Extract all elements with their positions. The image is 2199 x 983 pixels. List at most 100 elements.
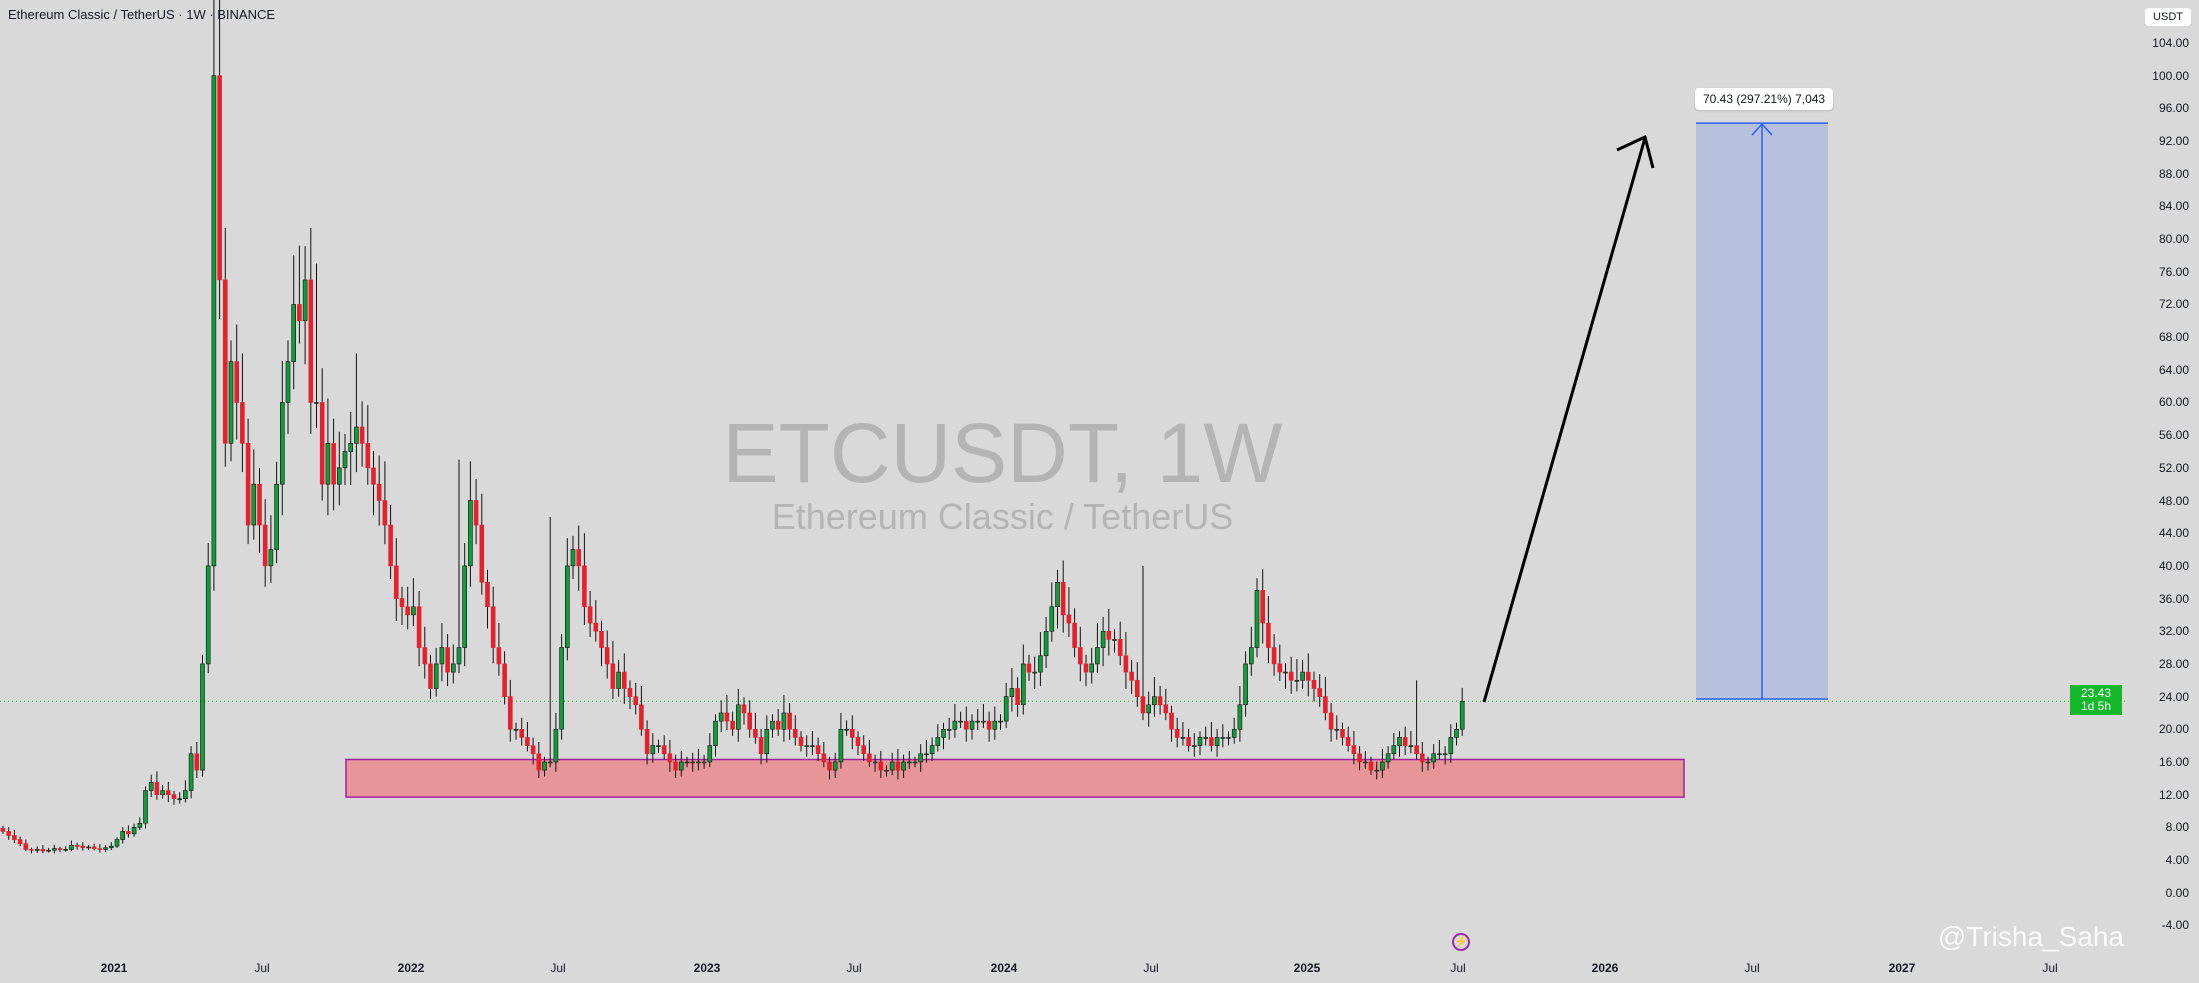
chart-plot-area[interactable]: ETCUSDT, 1W Ethereum Classic / TetherUS bbox=[0, 0, 2125, 950]
candle-down bbox=[1306, 671, 1311, 681]
price-range-measure-label: 70.43 (297.21%) 7,043 bbox=[1695, 88, 1834, 110]
candle-down bbox=[1157, 696, 1163, 706]
candle-up bbox=[1431, 753, 1436, 763]
candle-up bbox=[1391, 745, 1397, 755]
candle-up bbox=[63, 849, 69, 851]
candle-down bbox=[1186, 737, 1191, 746]
symbol-title[interactable]: Ethereum Classic / TetherUS · 1W · BINAN… bbox=[8, 7, 276, 22]
candle-up bbox=[456, 647, 462, 665]
candle-down bbox=[633, 696, 639, 706]
price-axis-label: -4.00 bbox=[2161, 918, 2189, 933]
price-axis-label: 48.00 bbox=[2158, 493, 2189, 508]
candle-up bbox=[439, 647, 445, 665]
time-axis-label: 2026 bbox=[1591, 961, 1619, 975]
candle-up bbox=[1214, 737, 1220, 746]
price-axis-label: 88.00 bbox=[2158, 166, 2189, 181]
candle-up bbox=[570, 549, 576, 567]
candle-up bbox=[1203, 737, 1208, 739]
candle-down bbox=[234, 361, 239, 403]
time-axis-label: 2023 bbox=[693, 961, 721, 975]
price-axis-label: 8.00 bbox=[2165, 820, 2189, 835]
candle-down bbox=[171, 794, 177, 800]
candle-up bbox=[844, 728, 849, 731]
candle-up bbox=[735, 704, 741, 730]
candle-up bbox=[1459, 700, 1465, 730]
candle-up bbox=[969, 720, 975, 730]
candle-up bbox=[433, 663, 439, 689]
time-axis-label: Jul bbox=[2042, 961, 2058, 975]
candle-down bbox=[1123, 655, 1129, 673]
measure-arrow-icon bbox=[1751, 122, 1773, 136]
candle-down bbox=[1271, 647, 1277, 665]
candle-up bbox=[468, 500, 473, 567]
candle-up bbox=[701, 761, 707, 764]
candle-down bbox=[297, 304, 302, 322]
candle-down bbox=[724, 712, 730, 722]
candle-up bbox=[952, 720, 958, 730]
candle-down bbox=[1209, 737, 1214, 746]
candle-up bbox=[1294, 679, 1300, 682]
candle-up bbox=[1437, 753, 1442, 756]
candle-down bbox=[502, 663, 507, 697]
candle-up bbox=[958, 720, 963, 723]
time-axis-label: 2024 bbox=[990, 961, 1018, 975]
candle-down bbox=[1015, 688, 1020, 706]
time-axis-label: 2022 bbox=[397, 961, 425, 975]
current-price-tag: 23.43 1d 5h bbox=[2070, 685, 2122, 715]
candle-down bbox=[29, 849, 34, 851]
candle-down bbox=[371, 467, 376, 485]
price-axis-label: 24.00 bbox=[2158, 689, 2189, 704]
candle-down bbox=[223, 279, 228, 444]
candle-up bbox=[462, 565, 468, 648]
candle-up bbox=[912, 761, 918, 764]
candle-down bbox=[479, 524, 485, 583]
candle-down bbox=[1066, 614, 1072, 624]
candle-up bbox=[941, 728, 946, 738]
time-axis-label: Jul bbox=[846, 961, 862, 975]
current-price-value: 23.43 bbox=[2080, 686, 2112, 700]
price-axis-label: 64.00 bbox=[2158, 362, 2189, 377]
price-axis-label: 104.00 bbox=[2152, 36, 2189, 50]
candle-up bbox=[1374, 769, 1379, 772]
currency-button[interactable]: USDT bbox=[2145, 8, 2191, 26]
candle-down bbox=[775, 720, 781, 730]
candle-up bbox=[901, 761, 906, 771]
price-axis-label: 32.00 bbox=[2158, 624, 2189, 639]
candle-down bbox=[1060, 581, 1066, 616]
candle-up bbox=[268, 549, 274, 567]
candle-up bbox=[656, 745, 661, 747]
candle-up bbox=[832, 761, 838, 771]
price-axis-label: 92.00 bbox=[2158, 134, 2189, 149]
candle-down bbox=[758, 737, 764, 755]
candle-down bbox=[1288, 671, 1294, 681]
candle-up bbox=[935, 737, 941, 746]
candle-up bbox=[46, 849, 51, 852]
candle-up bbox=[684, 761, 690, 764]
candle-up bbox=[1032, 671, 1037, 674]
candle-up bbox=[872, 761, 878, 764]
candle-down bbox=[798, 737, 804, 746]
candle-down bbox=[1026, 663, 1032, 673]
lightning-event-icon[interactable]: ⚡ bbox=[1452, 933, 1470, 951]
candle-down bbox=[593, 622, 599, 632]
candle-up bbox=[1180, 737, 1186, 739]
candle-down bbox=[661, 745, 667, 755]
candle-down bbox=[262, 524, 268, 567]
candle-up bbox=[285, 361, 291, 403]
candle-up bbox=[200, 663, 205, 771]
candle-down bbox=[639, 704, 644, 730]
candle-down bbox=[1414, 745, 1419, 755]
candle-down bbox=[1072, 622, 1077, 648]
candle-down bbox=[376, 483, 382, 501]
time-axis-label: Jul bbox=[550, 961, 566, 975]
candle-up bbox=[1095, 647, 1100, 665]
candle-down bbox=[74, 844, 80, 847]
candle-down bbox=[57, 848, 63, 850]
price-axis-label: 36.00 bbox=[2158, 591, 2189, 606]
price-axis-label: 16.00 bbox=[2158, 754, 2189, 769]
candle-down bbox=[126, 831, 131, 835]
candle-up bbox=[1231, 728, 1237, 738]
candle-up bbox=[188, 753, 194, 791]
candle-up bbox=[1334, 728, 1340, 731]
candle-up bbox=[1192, 745, 1197, 747]
